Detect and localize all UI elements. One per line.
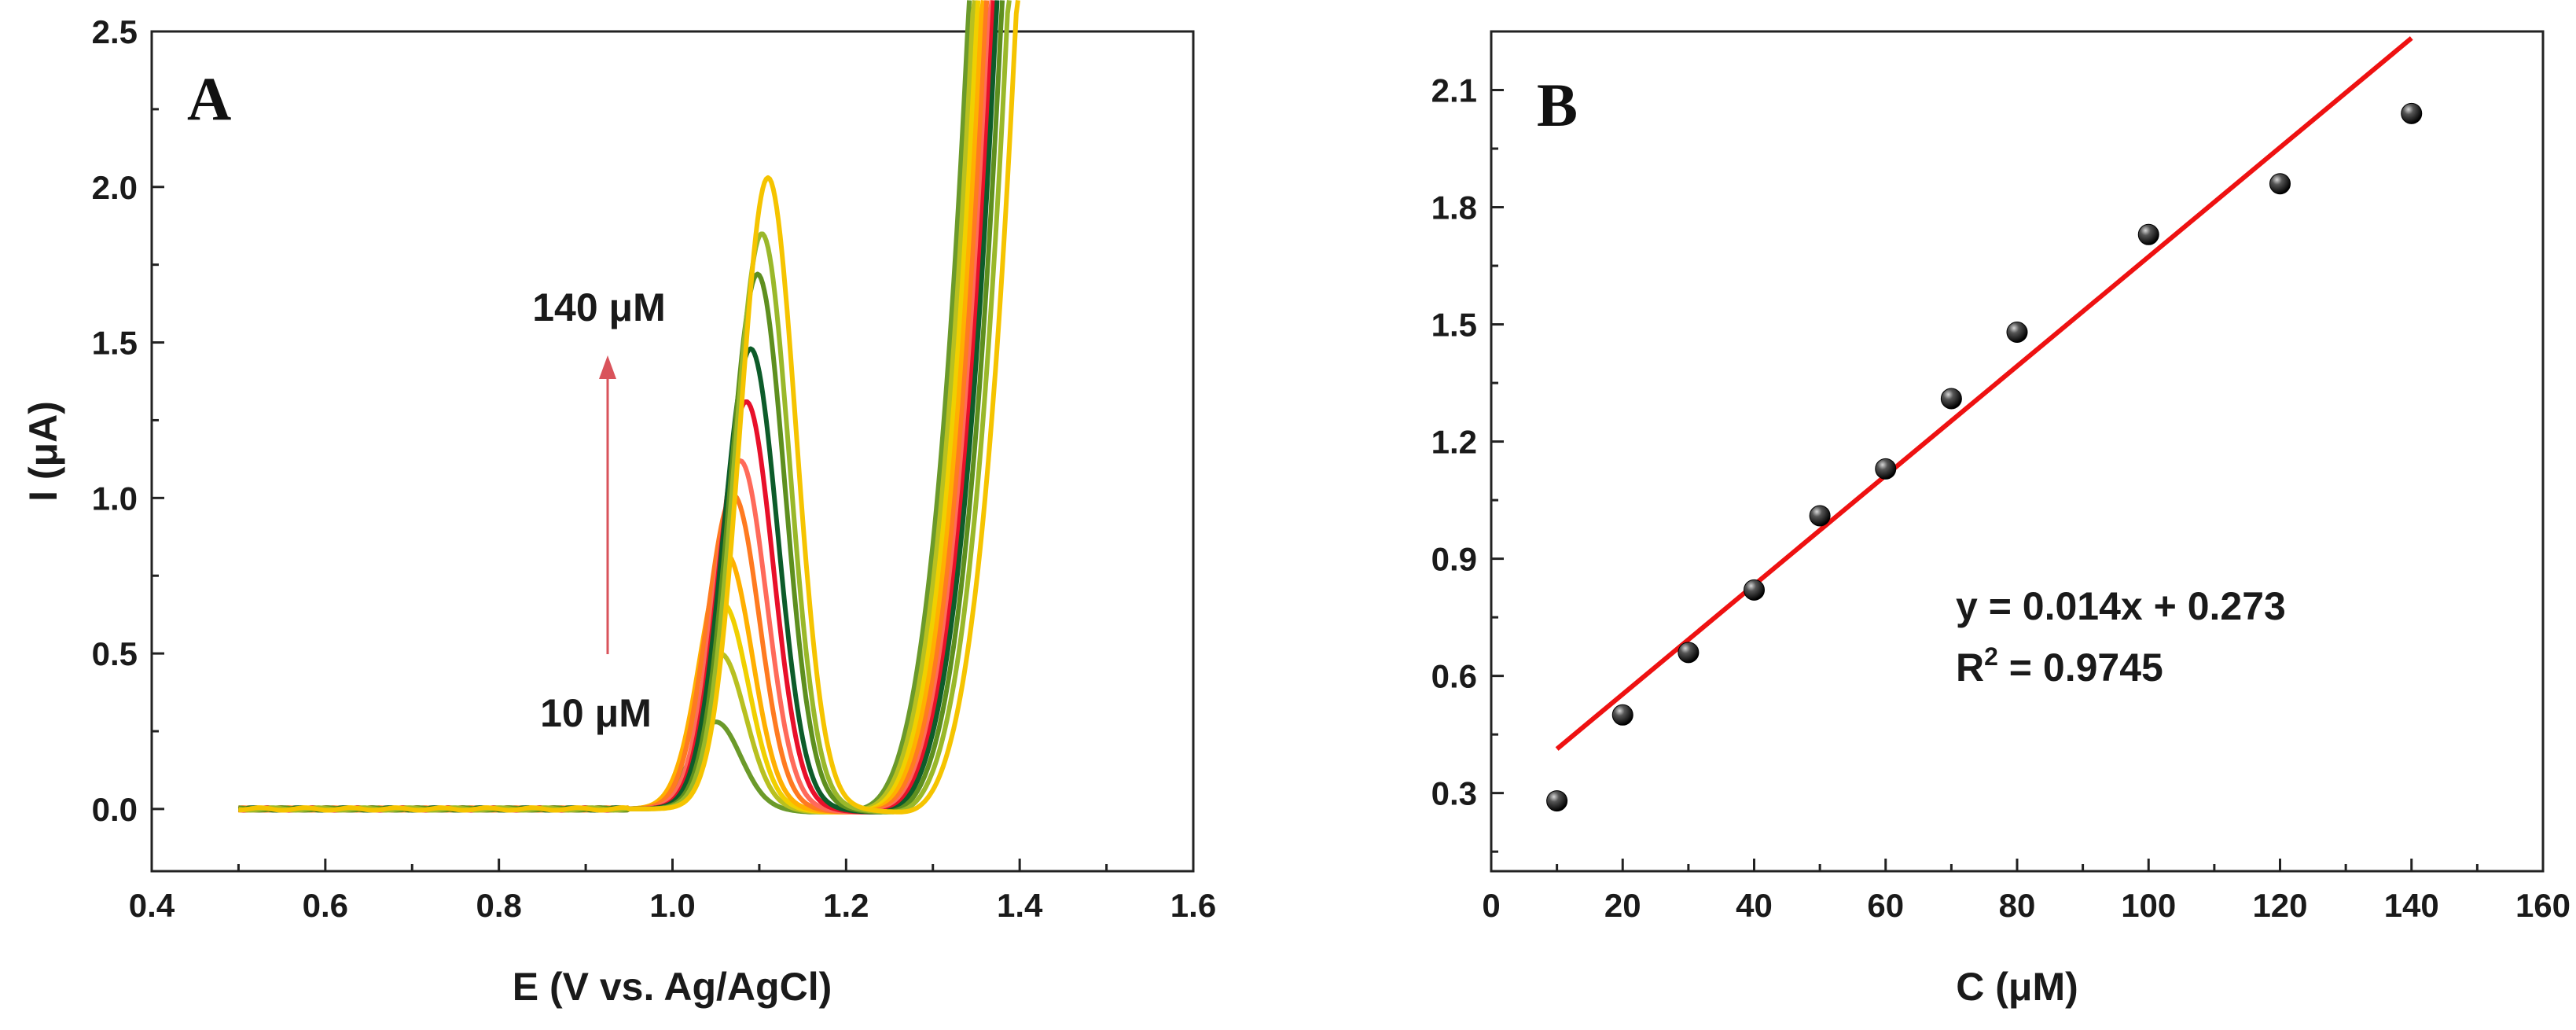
b-x-tick-label: 100: [2121, 887, 2176, 924]
a-y-tick-label: 1.0: [92, 480, 138, 517]
data-point: [1611, 704, 1633, 726]
data-point: [1809, 505, 1831, 527]
b-x-tick-label: 60: [1867, 887, 1904, 924]
increase-arrow-head: [599, 355, 616, 379]
b-x-tick-label: 160: [2515, 887, 2570, 924]
r-squared-symbol: R: [1956, 646, 1984, 690]
b-y-tick-label: 0.9: [1431, 541, 1477, 578]
b-y-tick-label: 1.5: [1431, 307, 1477, 344]
a-x-tick-label: 0.6: [303, 887, 348, 924]
panel-a: 0.4 0.6 0.8 1.0 1.2 1.4 1.6 0.0 0.5 1.0 1.5 2.0 2.5…: [21, 0, 1216, 1009]
b-x-tick-label: 80: [1999, 887, 2036, 924]
panel-a-y-ticks: 0.0 0.5 1.0 1.5 2.0 2.5: [92, 13, 164, 828]
b-y-tick-label: 1.2: [1431, 424, 1477, 461]
cv-curve-7: [237, 0, 1000, 815]
b-y-tick-label: 1.8: [1431, 189, 1477, 226]
annotation-140-um: 140 μM: [532, 285, 666, 329]
cv-curve-3: [237, 0, 986, 815]
panel-b-data-points: [1546, 102, 2423, 812]
b-x-tick-label: 0: [1482, 887, 1500, 924]
panel-a-x-ticks: 0.4 0.6 0.8 1.0 1.2 1.4 1.6: [129, 859, 1216, 924]
cv-curve-4: [237, 0, 990, 815]
panel-a-x-axis-label: E (V vs. Ag/AgCl): [513, 965, 832, 1009]
cv-curve-8: [237, 0, 1005, 815]
panel-b-y-ticks: 0.3 0.6 0.9 1.2 1.5 1.8 2.1: [1431, 72, 1504, 853]
r-squared-value: = 0.9745: [1998, 646, 2163, 690]
data-point: [1678, 642, 1700, 664]
panel-a-curves: [237, 0, 1020, 815]
panel-a-frame: [150, 30, 1195, 873]
linear-fit-line: [1555, 36, 2413, 751]
data-point: [1744, 579, 1765, 601]
a-y-tick-label: 0.0: [92, 791, 138, 828]
a-x-tick-label: 1.2: [823, 887, 869, 924]
r-squared: R2 = 0.9745: [1956, 642, 2163, 690]
panel-b-x-ticks: 0 20 40 60 80 100 120 140 160: [1482, 859, 2570, 924]
cv-curve-0: [237, 0, 972, 815]
annotation-10-um: 10 μM: [540, 691, 652, 735]
a-x-tick-label: 1.4: [997, 887, 1043, 924]
a-y-tick-label: 0.5: [92, 635, 138, 672]
a-x-tick-label: 0.8: [476, 887, 521, 924]
fit-equation: y = 0.014x + 0.273: [1956, 584, 2286, 628]
data-point: [1875, 458, 1897, 480]
data-point: [1546, 790, 1568, 812]
data-point: [1940, 388, 1962, 410]
cv-curve-9: [237, 0, 1012, 815]
b-y-tick-label: 2.1: [1431, 72, 1477, 109]
cv-curve-10: [237, 0, 1020, 815]
a-x-tick-label: 0.4: [129, 887, 175, 924]
a-y-tick-label: 2.5: [92, 13, 138, 50]
panel-a-y-axis-label: I (μA): [21, 401, 65, 502]
panel-b-x-axis-label: C (μM): [1956, 965, 2078, 1009]
b-x-tick-label: 40: [1736, 887, 1773, 924]
cv-curve-6: [237, 0, 996, 815]
b-x-tick-label: 120: [2252, 887, 2307, 924]
panel-b-label: B: [1537, 71, 1578, 139]
cv-curve-5: [237, 0, 994, 815]
a-y-tick-label: 1.5: [92, 325, 138, 362]
data-point: [2269, 173, 2291, 195]
panel-a-label: A: [187, 64, 231, 133]
b-y-tick-label: 0.6: [1431, 658, 1477, 695]
panel-b-frame: [1490, 30, 2545, 873]
data-point: [2006, 321, 2028, 343]
data-point: [2137, 223, 2159, 245]
b-x-tick-label: 140: [2384, 887, 2439, 924]
b-x-tick-label: 20: [1604, 887, 1641, 924]
b-y-tick-label: 0.3: [1431, 775, 1477, 812]
r-squared-superscript: 2: [1984, 642, 1998, 671]
a-x-tick-label: 1.6: [1170, 887, 1216, 924]
a-y-tick-label: 2.0: [92, 169, 138, 206]
data-point: [2401, 102, 2423, 124]
panel-b: 0 20 40 60 80 100 120 140 160 0.3 0.6 0.9 1.2 1.5 1.8…: [1431, 30, 2570, 1009]
a-x-tick-label: 1.0: [649, 887, 695, 924]
